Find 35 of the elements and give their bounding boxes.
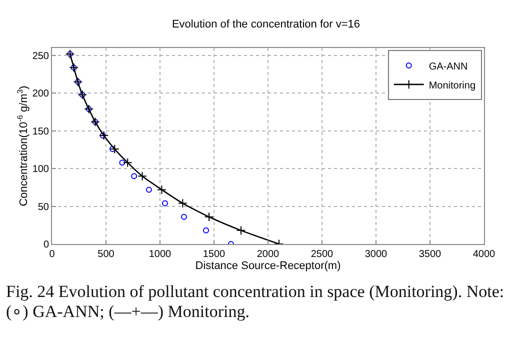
x-tick-label: 1000: [148, 249, 172, 260]
x-tick-label: 3000: [364, 249, 388, 260]
point: [178, 198, 188, 208]
point: [146, 186, 152, 193]
y-tick-label: 150: [32, 126, 50, 138]
y-tick-label: 250: [32, 51, 50, 62]
y-tick-label: 0: [43, 240, 50, 250]
point: [110, 144, 120, 154]
point: [138, 171, 147, 181]
x-tick-label: 500: [98, 249, 115, 260]
point: [180, 214, 187, 220]
point: [99, 130, 109, 140]
x-tick-label: 4000: [472, 249, 496, 260]
point: [236, 226, 246, 236]
y-tick-label: 100: [32, 164, 50, 176]
x-tick-label: 3500: [418, 249, 442, 260]
point: [157, 185, 166, 194]
x-tick-label: 2000: [256, 249, 280, 260]
point: [119, 160, 126, 166]
y-tick-label: 200: [32, 88, 50, 100]
point: [100, 132, 106, 138]
point: [109, 146, 116, 152]
point: [131, 173, 138, 180]
point: [204, 212, 214, 222]
x-tick-label: 1500: [202, 249, 226, 260]
x-axis-title: Distance Source-Receptor(m): [195, 260, 341, 272]
legend-label: Monitoring: [428, 80, 476, 92]
x-tick-label: 2500: [310, 249, 334, 260]
chart-title: Evolution of the concentration for v=16: [172, 18, 360, 30]
point: [162, 200, 168, 206]
legend-label: GA-ANN: [428, 61, 468, 72]
point: [122, 158, 132, 168]
caption: Fig. 24 Evolution of pollutant concentration in space (Monitoring). Note: (∘) GA-ANN; (—+—) Monitoring.: [5, 282, 506, 322]
point: [203, 227, 210, 234]
y-tick-label: 50: [38, 202, 50, 213]
